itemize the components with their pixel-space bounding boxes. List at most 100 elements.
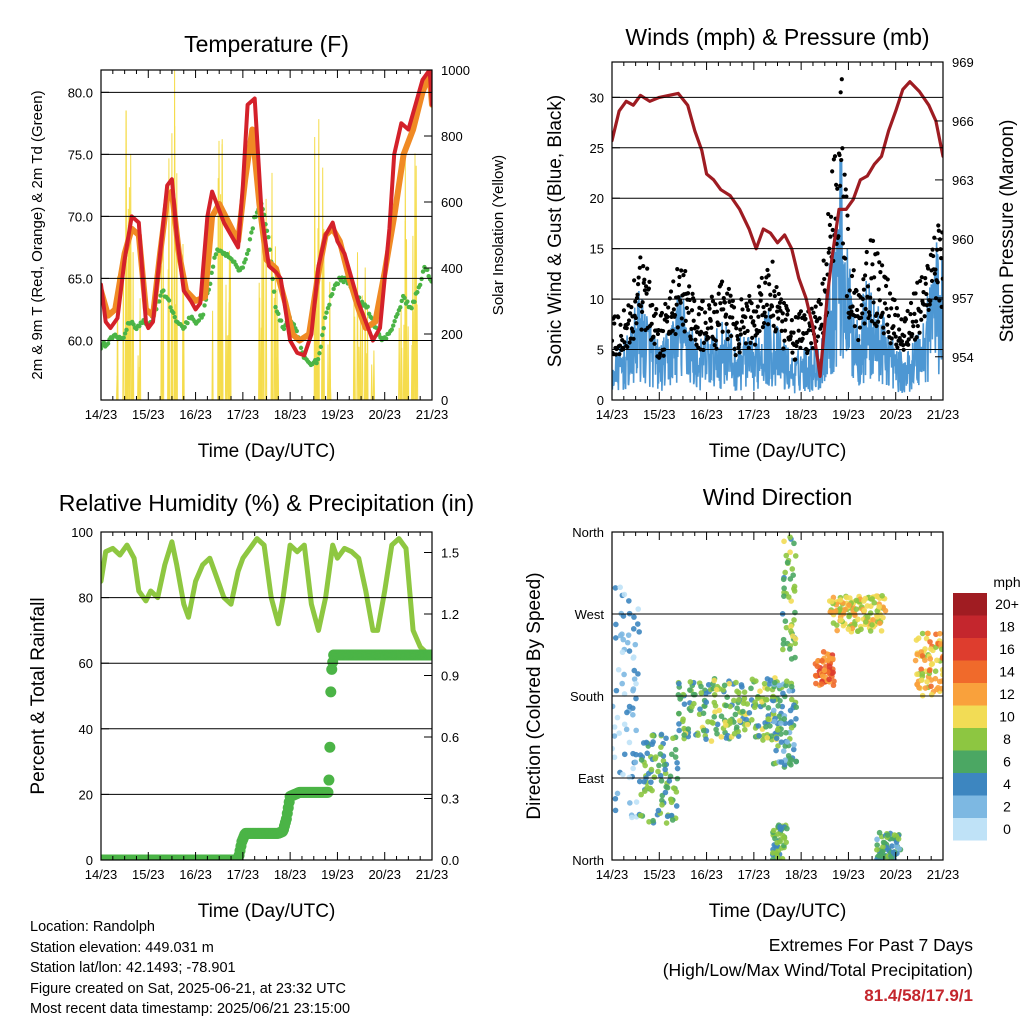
direction-point (751, 704, 758, 711)
direction-point (714, 721, 721, 728)
y-tick-label: 65.0 (68, 271, 93, 286)
wind-gust-point (772, 293, 777, 299)
direction-point (845, 626, 852, 632)
direction-point (650, 817, 656, 824)
station-elevation: Station elevation: 449.031 m (30, 939, 214, 956)
wind-gust-point (708, 318, 713, 323)
direction-point (676, 727, 682, 734)
direction-point (781, 593, 787, 599)
y-tick-label: 0 (597, 393, 604, 408)
wind-gust-point (692, 298, 697, 304)
wind-gust-point (881, 331, 886, 336)
direction-point (786, 688, 793, 694)
wind-gust-point (845, 226, 851, 232)
direction-point (786, 646, 793, 652)
direction-point (687, 679, 694, 685)
dewpoint-point (156, 299, 162, 304)
wind-gust-point (668, 289, 674, 294)
dewpoint-point (402, 295, 407, 301)
direction-point (783, 729, 789, 736)
wind-gust-point (698, 329, 704, 334)
wind-gust-point (874, 311, 880, 316)
precip-point (324, 741, 336, 753)
wind-gust-point (876, 319, 881, 324)
humidity-line (101, 536, 432, 656)
direction-point (765, 716, 771, 722)
direction-point (655, 768, 661, 775)
wind-gust-point (887, 291, 893, 296)
direction-point (879, 592, 885, 599)
direction-point (761, 680, 768, 687)
wind-gust-point (767, 307, 772, 312)
direction-point (661, 762, 668, 768)
direction-point (612, 807, 619, 814)
wind-gust-point (917, 330, 922, 335)
wind-gust-point (837, 152, 842, 158)
dewpoint-point (365, 304, 370, 309)
wind-gust-point (660, 328, 666, 334)
direction-point (716, 707, 723, 714)
wind-gust-point (817, 316, 822, 321)
wind-gust-point (782, 328, 788, 333)
direction-point (815, 658, 821, 664)
direction-point (863, 619, 869, 625)
solar-insolation-mark (372, 350, 375, 400)
wind-gust-point (725, 336, 730, 342)
direction-point (763, 723, 769, 730)
wind-gust-point (699, 306, 704, 312)
direction-point (740, 708, 746, 715)
wind-gust-point (847, 288, 852, 293)
direction-point (612, 585, 619, 591)
dewpoint-point (322, 315, 328, 320)
wind-gust-point (790, 350, 795, 355)
direction-point (879, 849, 886, 855)
direction-point (663, 784, 669, 790)
solar-insolation-mark (407, 326, 410, 400)
direction-point (755, 723, 762, 729)
direction-point (939, 678, 943, 684)
y2-tick-label: 0.3 (441, 792, 459, 807)
wind-direction-chart: 14/23 15/23 16/23 17/23 18/23 19/23 20/23 21/23… (524, 484, 1021, 922)
direction-point (780, 576, 787, 583)
colorbar-swatch (953, 705, 987, 728)
wind-gust-point (918, 309, 923, 314)
wind-gust-point (763, 280, 768, 285)
wind-gust-point (867, 313, 872, 318)
wind-gust-point (633, 315, 638, 321)
direction-point (764, 676, 771, 682)
colorbar-swatch (953, 683, 987, 706)
direction-point (673, 803, 680, 809)
direction-point (718, 713, 725, 720)
wind-gust-point (718, 301, 723, 306)
dewpoint-point (327, 302, 332, 308)
y2-tick-label: 954 (952, 350, 974, 365)
wind-gust-point (639, 309, 645, 314)
direction-point (780, 636, 787, 643)
direction-point (788, 623, 794, 630)
wind-gust-point (723, 312, 729, 317)
wind-gust-point (771, 323, 776, 328)
direction-plot-area (612, 534, 943, 860)
direction-point (874, 608, 881, 614)
direction-point (711, 714, 718, 720)
wind-gust-point (899, 339, 905, 344)
dewpoint-point (246, 248, 251, 253)
wind-gust-point (864, 261, 869, 266)
wind-gust-point (927, 302, 932, 307)
direction-point (703, 699, 710, 706)
direction-point (880, 839, 887, 846)
direction-point (778, 759, 785, 765)
direction-point (698, 690, 705, 696)
direction-point (770, 697, 777, 704)
direction-point (912, 657, 919, 664)
colorbar-label: 10 (999, 709, 1015, 725)
wind-gust-point (914, 335, 919, 340)
direction-point (674, 775, 681, 782)
y2-tick-label: 800 (441, 129, 463, 144)
wind-gust-point (747, 293, 752, 299)
x-tick-label: 18/23 (785, 867, 818, 882)
wind-gust-point (730, 315, 735, 320)
wind-gust-point (676, 295, 681, 300)
dewpoint-point (315, 357, 321, 362)
wind-gust-point (906, 342, 911, 347)
